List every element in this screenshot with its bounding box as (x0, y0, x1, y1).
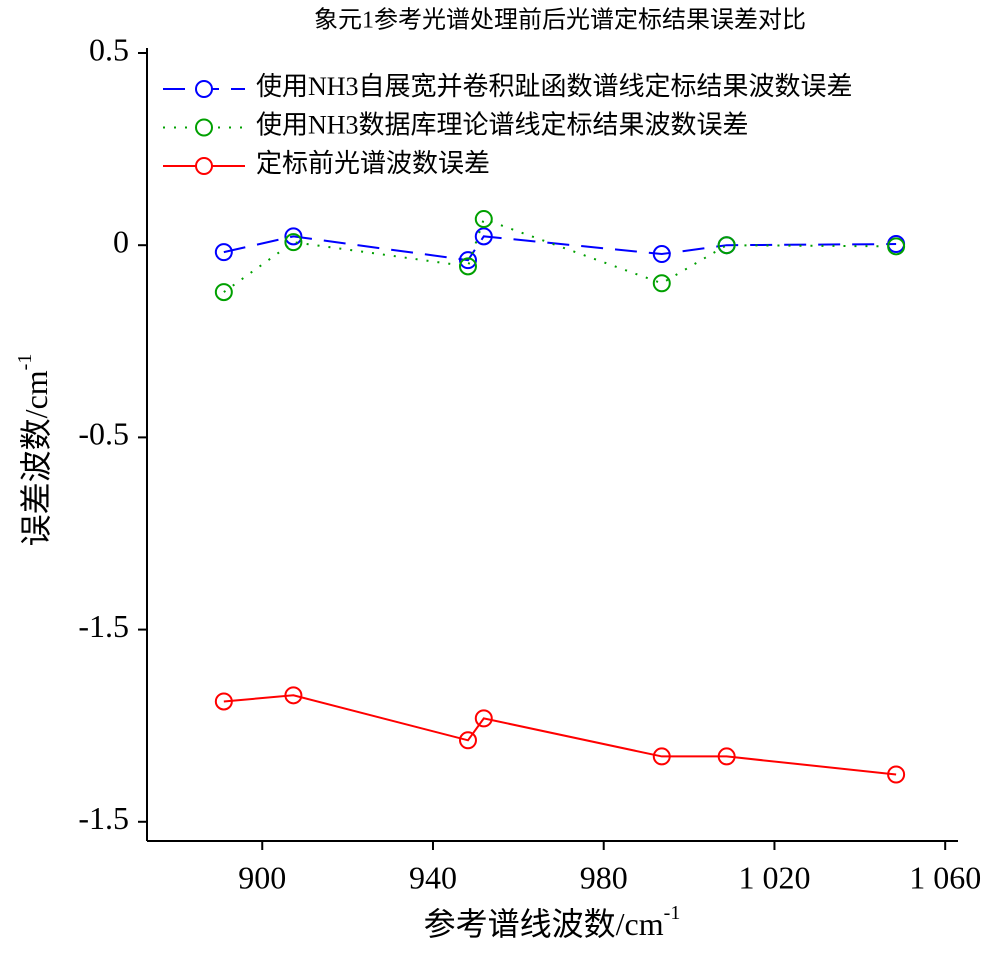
data-point (458, 257, 477, 276)
xlabel-text: 参考谱线波数/cm (424, 906, 664, 942)
data-point (652, 274, 671, 293)
legend-label: 使用NH3自展宽并卷积趾函数谱线定标结果波数误差 (256, 72, 853, 101)
series-line (223, 217, 897, 293)
data-point (474, 709, 493, 728)
x-tick-label: 1 020 (738, 859, 810, 895)
legend-marker (195, 80, 213, 98)
xlabel-superscript: -1 (664, 902, 681, 924)
data-point (887, 765, 906, 784)
xlabel: 参考谱线波数/cm-1 (424, 902, 681, 943)
chart-title: 象元1参考光谱处理前后光谱定标结果误差对比 (314, 7, 806, 34)
legend-marker (195, 118, 213, 137)
legend-marker (195, 157, 213, 175)
data-point (652, 245, 671, 264)
y-tick-label: -0.5 (78, 416, 129, 452)
data-point (214, 283, 233, 302)
data-point (214, 243, 233, 262)
data-point (474, 210, 493, 229)
x-tick-label: 980 (580, 859, 628, 895)
y-tick-label: 0 (113, 224, 129, 260)
data-point (458, 731, 477, 750)
series-line (223, 694, 897, 776)
ylabel-text: 误差波数/cm (18, 370, 54, 546)
ylabel-superscript: -1 (14, 354, 36, 371)
data-point (284, 227, 303, 246)
y-tick-label: -1.5 (78, 608, 129, 644)
data-point (214, 692, 233, 711)
data-point (474, 227, 493, 246)
data-point (717, 236, 736, 255)
data-point (717, 747, 736, 766)
x-tick-label: 940 (409, 859, 457, 895)
data-point (284, 233, 303, 252)
legend-label: 使用NH3数据库理论谱线定标结果波数误差 (256, 110, 749, 139)
data-point (652, 747, 671, 766)
data-point (458, 251, 477, 270)
y-tick-label: 0.5 (89, 31, 129, 67)
ylabel: 误差波数/cm-1 (14, 354, 55, 547)
data-point (887, 237, 906, 256)
x-tick-label: 1 060 (909, 859, 981, 895)
x-tick-label: 900 (238, 859, 286, 895)
series-line (223, 235, 897, 262)
legend-label: 定标前光谱波数误差 (256, 149, 490, 178)
y-tick-label: -1.5 (78, 800, 129, 836)
data-point (284, 686, 303, 705)
